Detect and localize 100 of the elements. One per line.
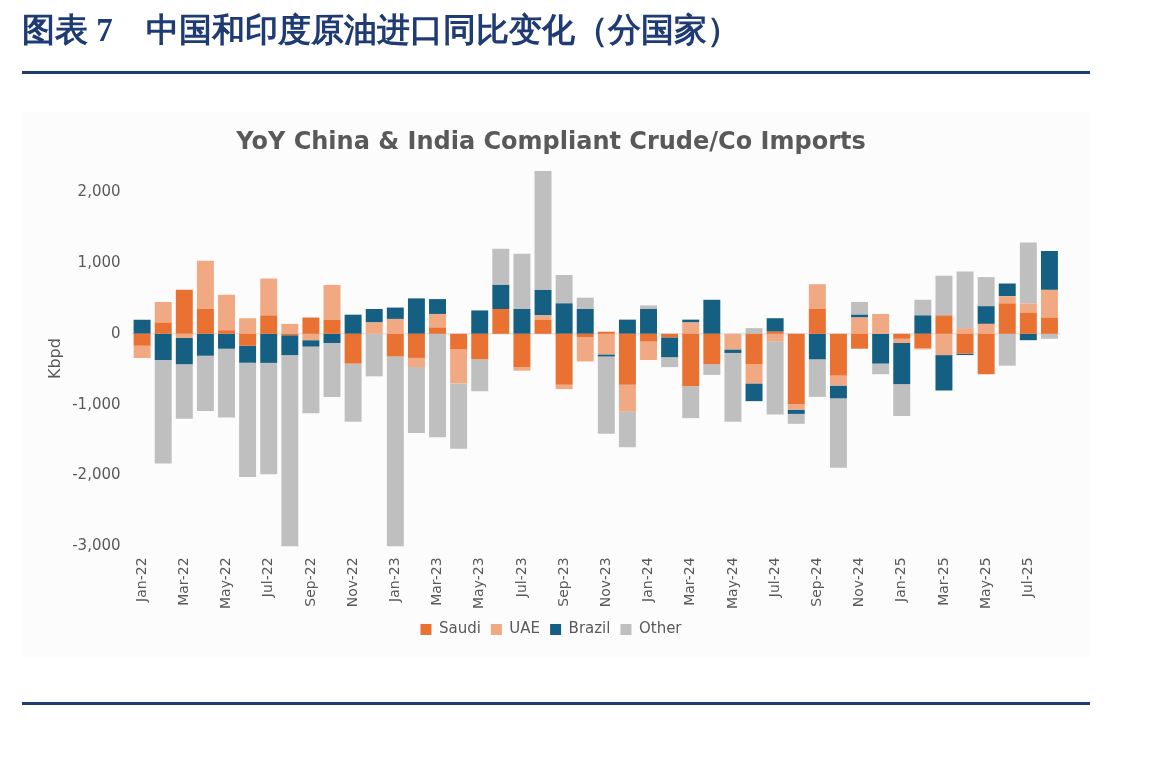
x-tick-label: May-22 — [217, 557, 234, 610]
bar — [956, 271, 974, 329]
bar — [766, 331, 784, 334]
x-tick-label: Nov-23 — [596, 557, 613, 608]
bar — [829, 385, 847, 399]
chart-title: 图表 7 中国和印度原油进口同比变化（分国家） — [22, 11, 740, 50]
bar — [1040, 250, 1058, 290]
bar — [724, 349, 742, 353]
bar — [998, 283, 1016, 297]
bar — [154, 360, 172, 464]
bar — [640, 341, 658, 361]
bar — [998, 333, 1016, 366]
bar — [471, 333, 489, 360]
bar — [1019, 312, 1037, 334]
bar — [386, 307, 404, 319]
bar — [239, 362, 257, 477]
bar — [218, 294, 235, 331]
bar — [429, 333, 446, 438]
bar — [851, 314, 869, 318]
bar — [513, 309, 531, 334]
bar — [323, 284, 341, 320]
bar — [745, 364, 763, 384]
bar — [1040, 289, 1058, 318]
bar — [196, 355, 214, 412]
bar — [154, 322, 172, 334]
bar — [872, 313, 890, 334]
bar — [365, 309, 383, 323]
x-tick-label: Mar-22 — [174, 557, 191, 606]
x-tick-label: Nov-22 — [343, 557, 360, 608]
x-tick-label: Jan-23 — [385, 557, 402, 603]
bar — [555, 303, 573, 334]
x-tick-label: Jul-24 — [765, 557, 782, 599]
bar — [618, 384, 636, 412]
bar — [682, 322, 700, 334]
bar — [935, 355, 953, 391]
x-tick-label: Sep-24 — [807, 557, 824, 607]
bar — [872, 333, 890, 364]
bar — [766, 341, 784, 415]
bar — [1019, 303, 1037, 313]
bar — [576, 309, 594, 334]
bar — [703, 333, 721, 365]
bar — [597, 356, 615, 434]
y-tick-label: 1,000 — [77, 252, 121, 271]
bar — [365, 322, 383, 334]
bar — [429, 299, 446, 314]
bar — [576, 297, 594, 310]
bar — [640, 309, 658, 334]
bar — [998, 303, 1016, 334]
bar — [703, 364, 721, 375]
bar — [1040, 317, 1058, 334]
bar — [239, 333, 257, 346]
bar — [914, 315, 932, 334]
y-tick-label: -1,000 — [72, 394, 121, 413]
bar — [640, 333, 658, 342]
bar — [239, 345, 257, 363]
x-tick-label: Jul-25 — [1018, 557, 1035, 599]
bar — [407, 357, 425, 368]
bar — [787, 333, 805, 404]
bar — [745, 383, 763, 402]
bar — [260, 278, 278, 316]
bar — [492, 248, 510, 285]
bar — [386, 333, 404, 357]
bar — [766, 333, 784, 342]
bar — [513, 367, 531, 371]
bar — [281, 323, 299, 334]
bar — [829, 333, 847, 376]
bar — [851, 317, 869, 334]
bar — [618, 411, 636, 448]
bar — [302, 346, 320, 414]
bar — [175, 364, 193, 419]
bar — [196, 260, 214, 310]
y-tick-label: 0 — [111, 323, 121, 342]
bar — [977, 277, 995, 307]
bar — [344, 314, 362, 334]
bar — [724, 352, 742, 422]
x-tick-label: Sep-22 — [301, 557, 318, 607]
bar — [492, 284, 510, 310]
bar — [175, 289, 193, 334]
bar — [218, 330, 235, 334]
x-tick-label: Jul-22 — [259, 557, 276, 599]
bar — [534, 315, 552, 320]
bar — [1040, 333, 1058, 339]
bar — [175, 333, 193, 339]
bar — [872, 363, 890, 375]
bar — [239, 318, 257, 334]
bar — [323, 333, 341, 344]
bar — [218, 348, 235, 418]
bar — [323, 319, 341, 334]
bar — [787, 403, 805, 410]
bar — [407, 367, 425, 434]
legend-label: Saudi — [438, 619, 481, 638]
bar — [365, 333, 383, 377]
bar — [1019, 242, 1037, 304]
bar — [513, 333, 531, 368]
legend-label: Other — [638, 619, 683, 638]
y-tick-label: -3,000 — [72, 536, 121, 555]
bar — [555, 333, 573, 385]
bar — [281, 355, 299, 547]
bar — [851, 301, 869, 315]
bar — [682, 386, 700, 419]
